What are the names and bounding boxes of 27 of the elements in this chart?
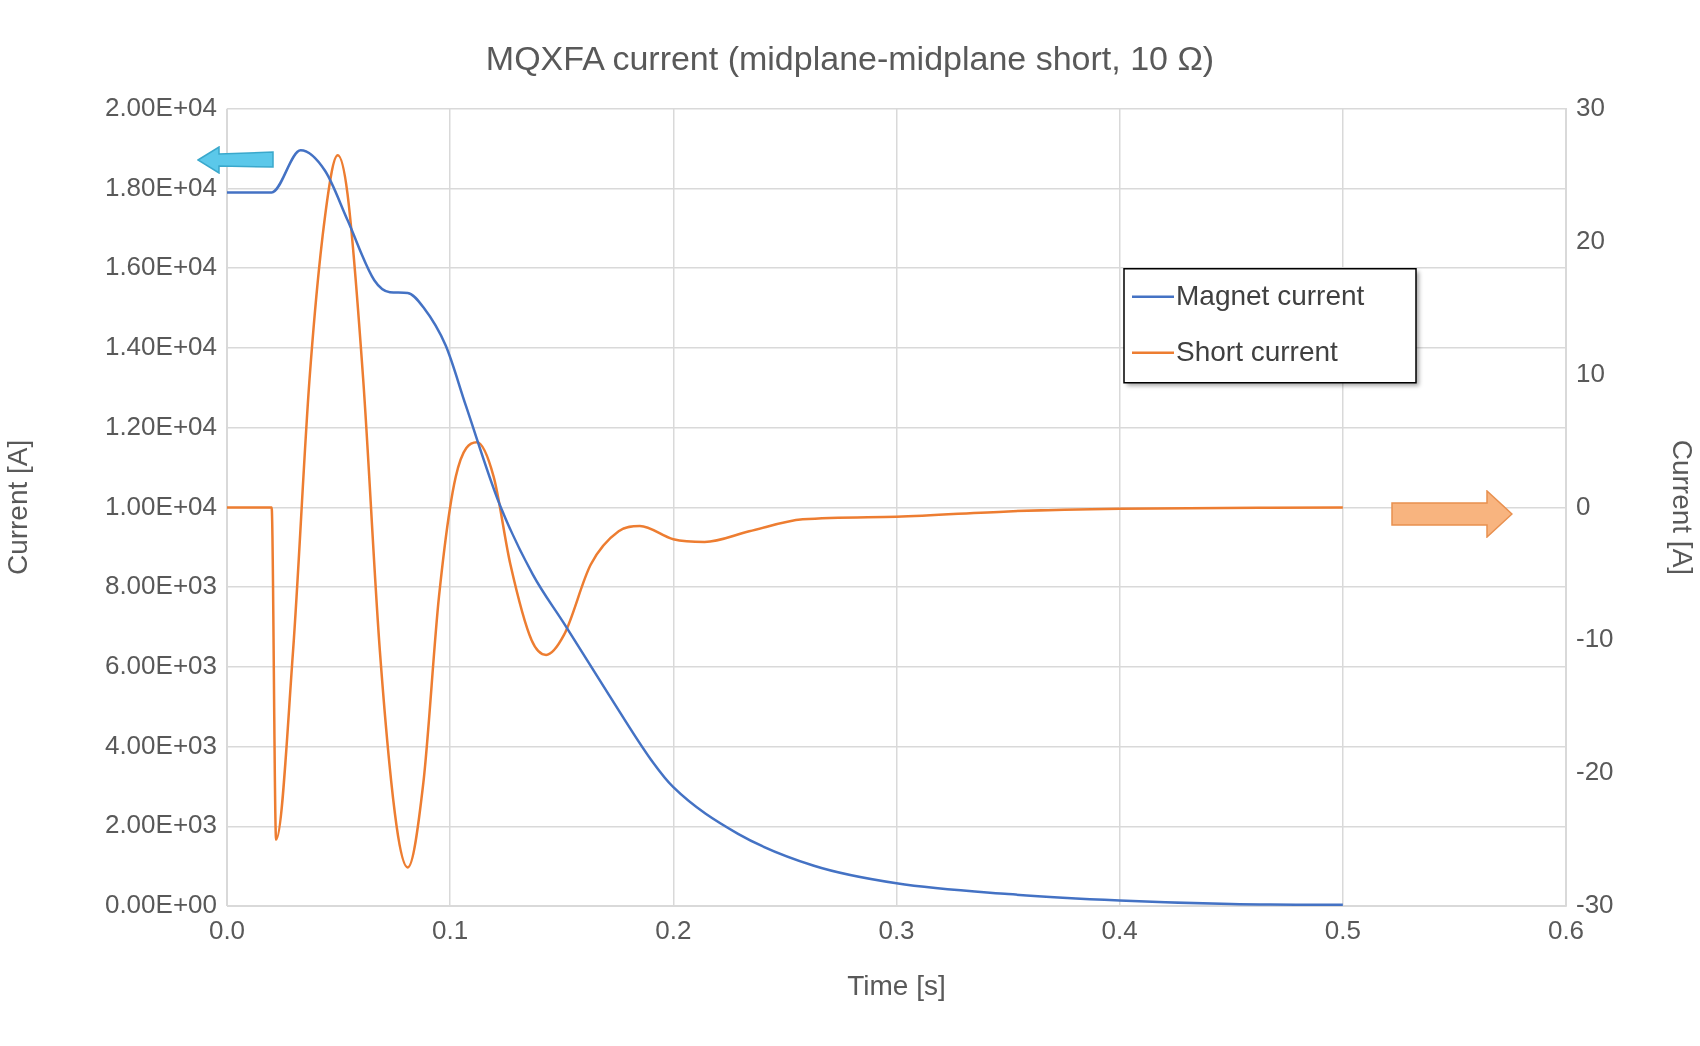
y-tick-label: 8.00E+03 (104, 570, 217, 601)
y-axis-title: Current [A] (1, 439, 33, 576)
x-tick-label: 0.1 (432, 914, 469, 945)
y2-tick-label: 0 (1576, 490, 1591, 521)
y-tick-label: 1.00E+04 (104, 490, 217, 521)
x-tick-label: 0.4 (1101, 914, 1138, 945)
x-tick-label: 0.2 (655, 914, 692, 945)
y-tick-label: 1.40E+04 (104, 331, 217, 362)
y-tick-label: 1.20E+04 (104, 410, 217, 441)
x-tick-label: 0.3 (878, 914, 915, 945)
y-tick-label: 1.80E+04 (104, 171, 217, 202)
y-tick-label: 1.60E+04 (104, 251, 217, 282)
y-tick-label: 2.00E+04 (104, 91, 217, 122)
y2-tick-label: -10 (1576, 623, 1614, 654)
y2-tick-label: 30 (1576, 91, 1605, 122)
y-tick-label: 4.00E+03 (104, 729, 217, 760)
y2-axis-title: Current [A] (1667, 439, 1699, 576)
y-tick-label: 2.00E+03 (104, 809, 217, 840)
legend-label: Magnet current (1176, 279, 1365, 311)
y2-tick-label: -20 (1576, 756, 1614, 787)
x-axis-title: Time [s] (847, 969, 946, 1001)
y-tick-label: 6.00E+03 (104, 650, 217, 681)
x-tick-label: 0.5 (1324, 914, 1361, 945)
y2-tick-label: 20 (1576, 224, 1605, 255)
y2-tick-label: 10 (1576, 357, 1605, 388)
chart-title: MQXFA current (midplane-midplane short, 10 Ω) (485, 38, 1215, 77)
legend-label: Short current (1176, 335, 1339, 367)
